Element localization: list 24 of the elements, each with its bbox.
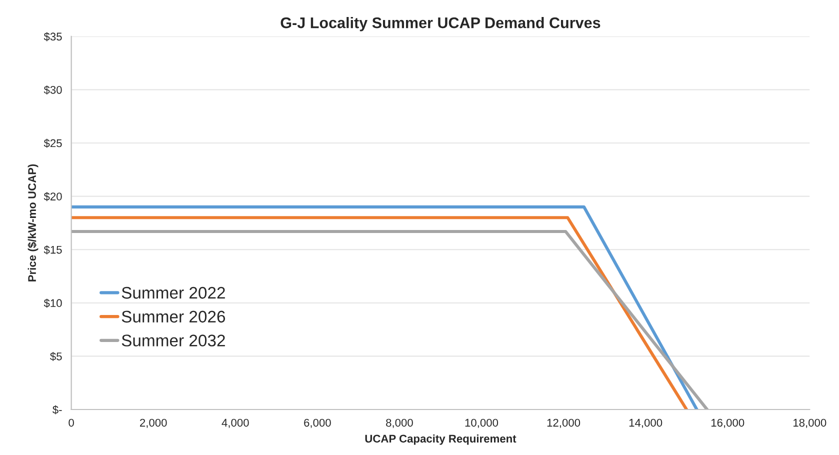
y-tick-label: $- (52, 405, 62, 414)
y-tick-label: $20 (44, 192, 62, 202)
x-tick-label: 6,000 (304, 418, 331, 428)
x-tick-label: 10,000 (465, 418, 498, 428)
x-tick-label: 0 (68, 418, 74, 427)
x-axis-title: UCAP Capacity Requirement (365, 434, 516, 445)
x-tick-label: 14,000 (629, 418, 662, 428)
x-tick-label: 2,000 (140, 418, 167, 428)
y-tick-label: $30 (44, 86, 62, 94)
y-tick-label: $25 (44, 138, 62, 148)
x-tick-label: 12,000 (547, 418, 580, 428)
y-tick-label: $15 (44, 245, 62, 254)
legend-label: Summer 2032 (122, 334, 225, 346)
x-tick-label: 18,000 (793, 418, 826, 428)
x-tick-label: 8,000 (386, 418, 413, 428)
y-axis-title: Price ($/kW-mo UCAP) (28, 164, 38, 282)
legend-label: Summer 2022 (122, 286, 225, 299)
x-tick-label: 4,000 (222, 418, 249, 428)
y-tick-label: $5 (50, 352, 62, 361)
y-tick-label: $10 (44, 298, 62, 308)
legend-label: Summer 2026 (122, 310, 226, 323)
chart-title: G-J Locality Summer UCAP Demand Curves (280, 16, 600, 32)
x-tick-label: 16,000 (711, 418, 744, 428)
y-tick-label: $35 (44, 32, 62, 42)
